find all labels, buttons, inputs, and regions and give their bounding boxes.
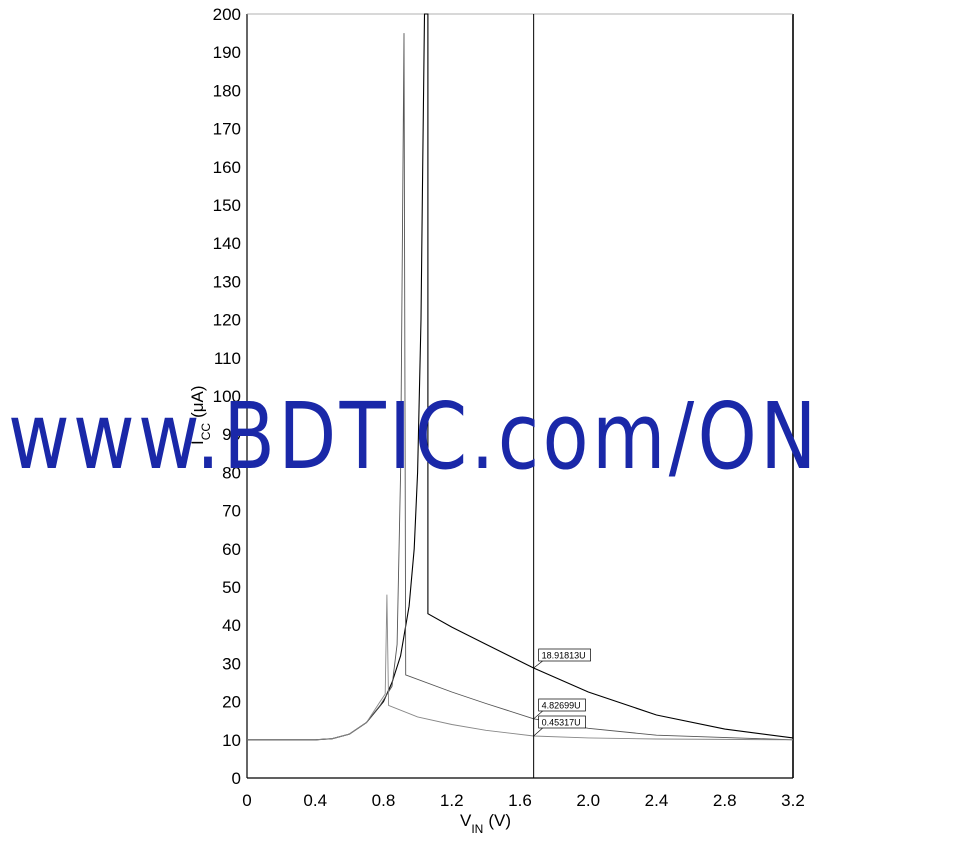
y-tick-label: 100 <box>213 387 241 406</box>
y-tick-label: 180 <box>213 81 241 100</box>
y-tick-label: 170 <box>213 120 241 139</box>
x-tick-label: 2.8 <box>713 791 737 810</box>
y-tick-label: 50 <box>222 578 241 597</box>
x-tick-label: 1.2 <box>440 791 464 810</box>
y-tick-label: 90 <box>222 425 241 444</box>
y-tick-labels: 0 10 20 30 40 50 60 70 80 90 100 110 120 130 140 150 160… <box>213 5 241 788</box>
y-tick-label: 120 <box>213 311 241 330</box>
x-tick-label: 2.0 <box>576 791 600 810</box>
x-tick-label: 0 <box>242 791 251 810</box>
readout-label: 4.82699U <box>542 701 581 711</box>
readout-label: 18.91813U <box>542 651 586 661</box>
y-tick-label: 60 <box>222 540 241 559</box>
x-tick-label: 2.4 <box>645 791 669 810</box>
y-tick-label: 110 <box>214 349 241 368</box>
y-tick-label: 140 <box>213 234 241 253</box>
y-axis-title: ICC(μA) <box>188 385 213 445</box>
series-line-2 <box>247 33 794 741</box>
y-tick-label: 10 <box>222 731 241 750</box>
series-lines <box>247 13 794 741</box>
readout-box <box>538 715 586 729</box>
y-tick-label: 70 <box>222 502 241 521</box>
x-tick-label: 0.4 <box>303 791 327 810</box>
readout-leader <box>533 710 543 720</box>
y-tick-label: 160 <box>213 158 241 177</box>
series-line-3 <box>247 594 794 741</box>
y-tick-label: 130 <box>213 272 241 291</box>
y-tick-label: 190 <box>213 43 241 62</box>
y-tick-label: 40 <box>222 616 241 635</box>
readout-box <box>538 698 586 712</box>
y-tick-label: 0 <box>232 769 241 788</box>
readout-leader <box>533 727 543 737</box>
cursor-readouts: 18.91813U 4.82699U 0.45317U <box>533 648 591 737</box>
x-tick-label: 3.2 <box>781 791 805 810</box>
y-tick-label: 150 <box>213 196 241 215</box>
x-tick-label: 1.6 <box>508 791 532 810</box>
readout-box <box>538 648 591 662</box>
x-tick-label: 0.8 <box>372 791 396 810</box>
x-tick-labels: 0 0.4 0.8 1.2 1.6 2.0 2.4 2.8 3.2 <box>242 791 805 810</box>
y-tick-label: 80 <box>222 463 241 482</box>
readout-leader <box>533 660 543 669</box>
plot-frame <box>246 13 794 779</box>
series-line-1 <box>247 13 794 741</box>
x-axis-title: VIN (V) <box>460 811 511 836</box>
readout-label: 0.45317U <box>542 718 581 728</box>
y-tick-label: 200 <box>213 5 241 24</box>
y-tick-label: 30 <box>222 654 241 673</box>
y-tick-label: 20 <box>222 693 241 712</box>
